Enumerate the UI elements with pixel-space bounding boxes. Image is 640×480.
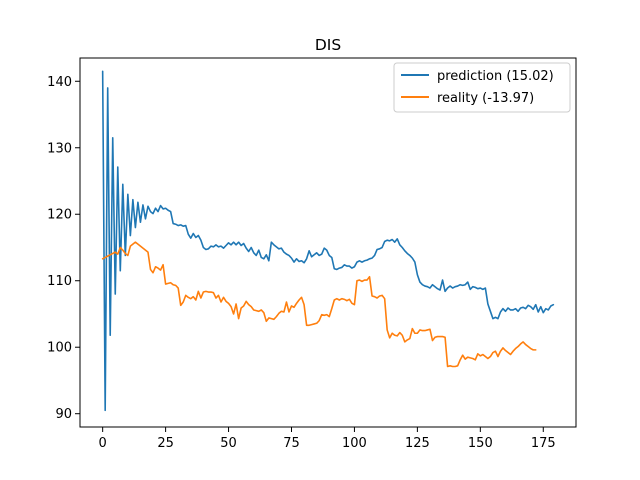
x-tick-label: 50 — [220, 436, 237, 451]
legend: prediction (15.02) reality (-13.97) — [393, 62, 571, 113]
x-tick-label: 75 — [283, 436, 300, 451]
y-tick-label: 120 — [47, 208, 72, 223]
y-tick-label: 130 — [47, 141, 72, 156]
chart-title: DIS — [315, 36, 341, 54]
series-lines — [101, 70, 555, 412]
legend-box — [393, 62, 571, 113]
x-axis-ticks: 0 25 50 75 100 125 150 175 — [99, 427, 556, 451]
y-tick-label: 100 — [47, 341, 72, 356]
series-line-reality — [101, 241, 537, 368]
legend-label-prediction: prediction (15.02) — [437, 69, 554, 84]
x-tick-label: 100 — [342, 436, 367, 451]
x-tick-label: 125 — [405, 436, 430, 451]
y-tick-label: 90 — [55, 407, 72, 422]
y-tick-label: 140 — [47, 75, 72, 90]
y-tick-label: 110 — [47, 274, 72, 289]
y-axis-ticks: 90 100 110 120 130 140 — [47, 75, 80, 422]
x-tick-label: 0 — [99, 436, 107, 451]
legend-label-reality: reality (-13.97) — [437, 91, 534, 106]
series-line-prediction — [101, 70, 555, 412]
x-tick-label: 150 — [468, 436, 493, 451]
x-tick-label: 175 — [531, 436, 556, 451]
x-tick-label: 25 — [157, 436, 174, 451]
plot-frame — [79, 57, 577, 428]
